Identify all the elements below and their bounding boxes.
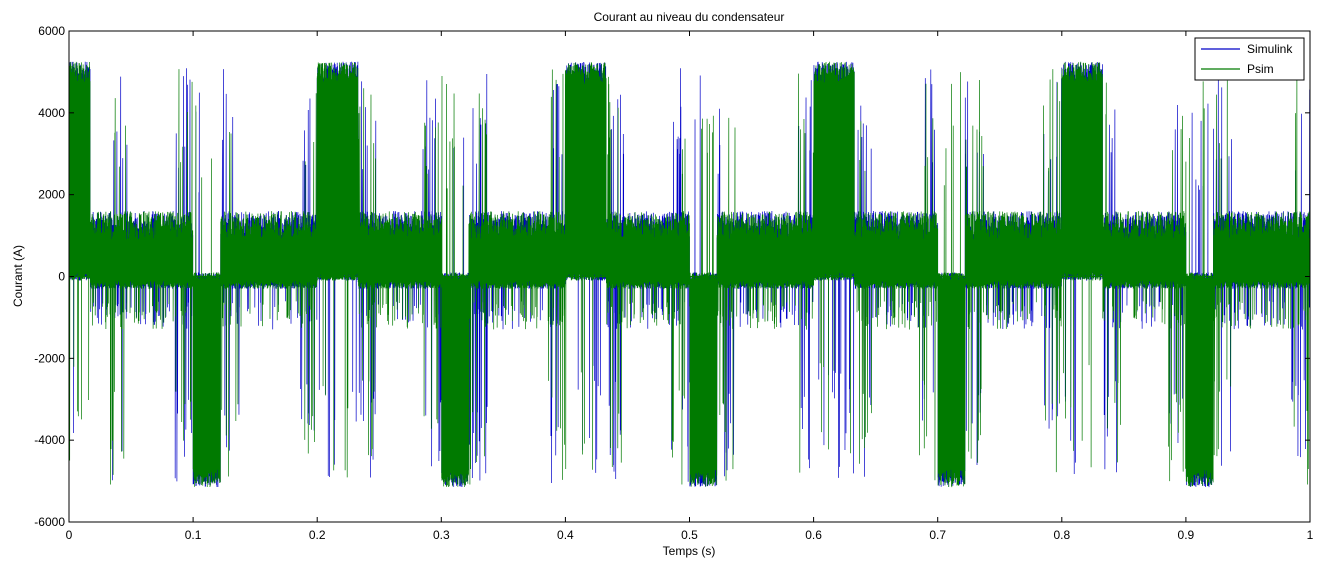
legend: Simulink Psim xyxy=(1195,38,1304,80)
y-tick-label: 4000 xyxy=(38,106,65,120)
x-axis-label: Temps (s) xyxy=(663,544,716,558)
x-tick-label: 0.9 xyxy=(1178,528,1195,542)
y-tick-label: 6000 xyxy=(38,24,65,38)
y-axis-label: Courant (A) xyxy=(11,245,25,307)
legend-label-simulink: Simulink xyxy=(1247,42,1293,56)
x-tick-label: 0.5 xyxy=(681,528,698,542)
y-tick-label: 0 xyxy=(58,270,65,284)
x-tick-label: 0.2 xyxy=(309,528,326,542)
x-tick-label: 0.6 xyxy=(805,528,822,542)
y-tick-label: -4000 xyxy=(34,433,65,447)
plot-area: 0 0.1 0.2 0.3 0.4 0.5 0.6 0.7 0.8 0.9 1 -6000 -4000… xyxy=(34,24,1313,542)
x-tick-label: 0.4 xyxy=(557,528,574,542)
y-tick-label: -6000 xyxy=(34,515,65,529)
chart-title: Courant au niveau du condensateur xyxy=(594,10,785,24)
x-tick-label: 0.3 xyxy=(433,528,450,542)
x-tick-label: 0.1 xyxy=(185,528,202,542)
x-tick-label: 0 xyxy=(66,528,73,542)
y-tick-label: -2000 xyxy=(34,351,65,365)
x-tick-label: 0.8 xyxy=(1053,528,1070,542)
legend-label-psim: Psim xyxy=(1247,62,1274,76)
x-tick-label: 1 xyxy=(1307,528,1314,542)
y-tick-label: 2000 xyxy=(38,188,65,202)
x-tick-label: 0.7 xyxy=(929,528,946,542)
